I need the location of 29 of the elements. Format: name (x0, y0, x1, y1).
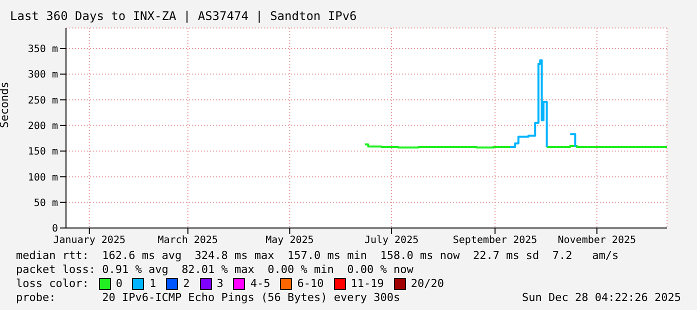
legend-label: 11-19 (350, 277, 384, 291)
y-tick-label: 200 m (28, 120, 58, 132)
x-tick-label: July 2025 (364, 235, 419, 246)
text: probe: 20 IPv6-ICMP Echo Pings (56 Bytes) every 300s (16, 291, 400, 304)
y-tick-label: 0 (52, 224, 58, 235)
y-tick-label: 300 m (28, 70, 58, 81)
x-tick-label: September 2025 (452, 235, 538, 246)
text: median rtt: 162.6 ms avg 324.8 ms max 157.0 ms min 158.0 ms now 22.7 ms sd 7.2 am/s (16, 249, 619, 263)
legend-label: 6-10 (297, 277, 324, 291)
text: packet loss: 0.91 % avg 82.01 % max 0.00 % min 0.00 % now (16, 263, 414, 277)
x-tick-label: January 2025 (53, 235, 126, 246)
legend-label: 2 (183, 277, 190, 291)
y-tick-label: 100 m (28, 172, 58, 184)
chart-title: Last 360 Days to INX-ZA | AS37474 | Sandton IPv6 (10, 9, 357, 23)
x-tick-label: May 2025 (266, 235, 314, 246)
y-tick-label: 250 m (28, 95, 58, 106)
legend-label: 1 (149, 277, 156, 291)
legend-label: 0 (116, 277, 122, 291)
text: Sun Dec 28 04:22:26 2025 (522, 291, 681, 304)
legend-label: 3 (216, 277, 224, 291)
y-axis-title: Seconds (0, 82, 11, 128)
y-tick-label: 150 m (28, 146, 58, 158)
y-tick-label: 50 m (34, 198, 58, 209)
y-tick-label: 350 m (28, 44, 58, 56)
x-tick-label: March 2025 (158, 235, 218, 246)
x-tick-label: November 2025 (558, 235, 636, 246)
text: loss color: (16, 277, 89, 291)
legend-label: 4-5 (250, 277, 270, 291)
legend-label: 20/20 (410, 277, 444, 291)
